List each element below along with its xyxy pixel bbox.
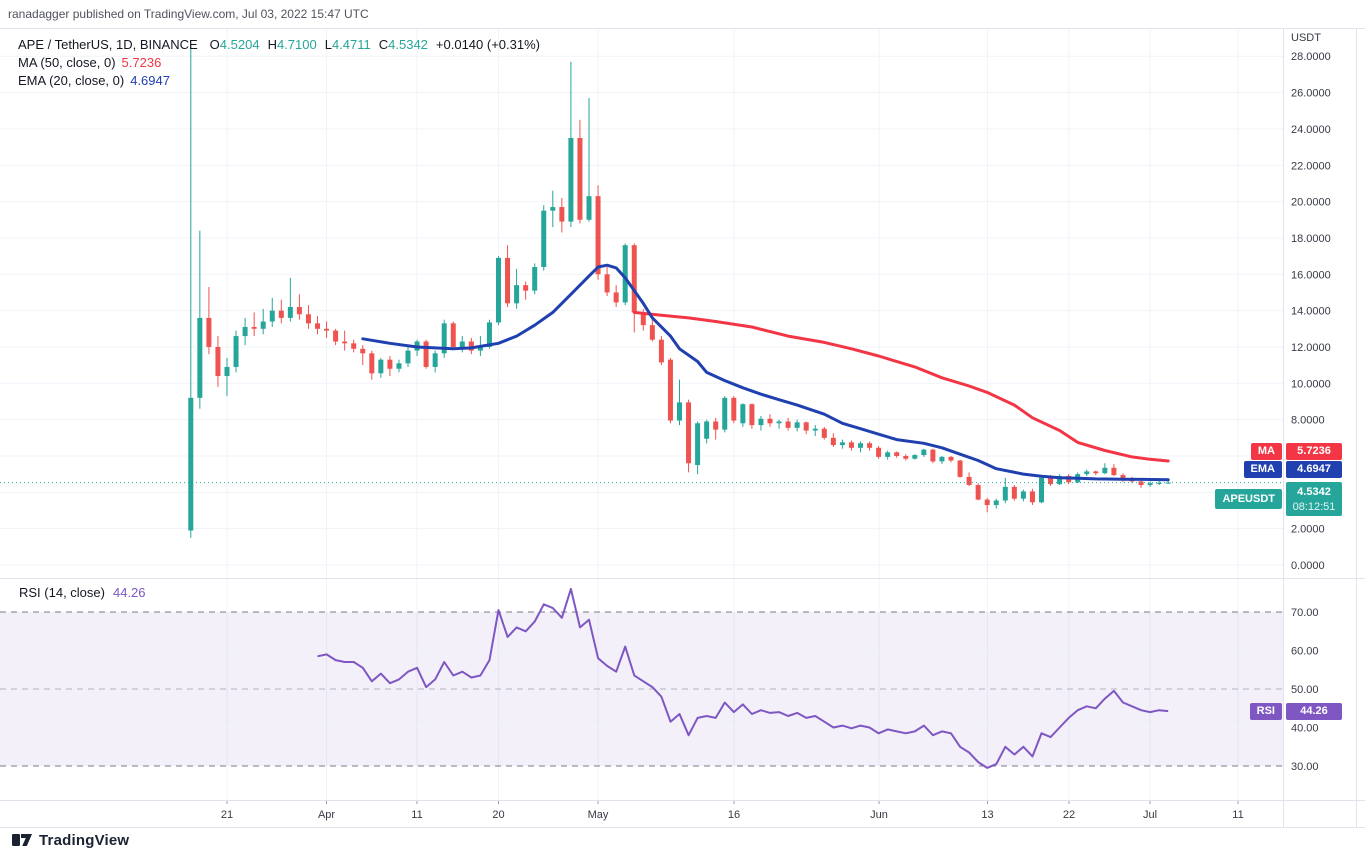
svg-text:21: 21: [221, 809, 233, 821]
svg-text:22.0000: 22.0000: [1291, 160, 1331, 172]
symbol-legend-row[interactable]: APE / TetherUS, 1D, BINANCE O4.5204 H4.710…: [18, 36, 540, 53]
open-label: O: [209, 37, 220, 52]
last-price-value: 4.5342: [1297, 486, 1331, 498]
svg-text:10.0000: 10.0000: [1291, 378, 1331, 390]
svg-text:0.0000: 0.0000: [1291, 560, 1325, 572]
low-value: 4.4711: [331, 37, 371, 52]
change-value: +0.0140 (+0.31%): [435, 37, 540, 52]
symbol-title: APE / TetherUS, 1D, BINANCE: [18, 37, 198, 52]
svg-text:20: 20: [492, 809, 504, 821]
svg-text:11: 11: [1232, 809, 1243, 821]
svg-text:50.00: 50.00: [1291, 684, 1319, 696]
high-value: 4.7100: [276, 37, 317, 52]
svg-text:16: 16: [728, 809, 740, 821]
ma-price-badge: 5.7236: [1286, 443, 1342, 460]
open-value: 4.5204: [219, 37, 260, 52]
ema-line: [361, 263, 1170, 482]
svg-text:12.0000: 12.0000: [1291, 342, 1331, 354]
overlay-lines: [0, 263, 1283, 484]
candles-layer[interactable]: [188, 47, 1171, 538]
svg-text:11: 11: [411, 809, 422, 821]
low-label: L: [324, 37, 332, 52]
rsi-legend-row[interactable]: RSI (14, close) 44.26: [19, 584, 146, 601]
svg-text:14.0000: 14.0000: [1291, 306, 1331, 318]
ma-price-tag: MA: [1250, 443, 1282, 460]
gridlines: [0, 28, 1283, 804]
ema-price-tag: EMA: [1243, 461, 1282, 478]
rsi-line-layer: [317, 587, 1169, 769]
tradingview-logo[interactable]: TradingView: [12, 830, 129, 850]
main-legend: APE / TetherUS, 1D, BINANCE O4.5204 H4.710…: [18, 36, 540, 90]
attribution-text: ranadagger published on TradingView.com,…: [8, 7, 369, 21]
rsi-price-badge: 44.26: [1286, 703, 1342, 720]
ma-legend-row[interactable]: MA (50, close, 0) 5.7236: [18, 54, 540, 71]
rsi-price-tag: RSI: [1249, 703, 1282, 720]
rsi-legend-value: 44.26: [112, 585, 146, 600]
last-price-badge: 4.5342 08:12:51: [1286, 482, 1342, 516]
ma-line: [632, 310, 1170, 463]
svg-text:16.0000: 16.0000: [1291, 269, 1331, 281]
svg-text:20.0000: 20.0000: [1291, 197, 1331, 209]
axis-tick-labels[interactable]: 0.00002.00004.00006.00008.000010.000012.…: [221, 51, 1331, 821]
tradingview-logo-icon: [12, 834, 32, 846]
svg-text:60.00: 60.00: [1291, 646, 1319, 658]
rsi-band: [0, 611, 1283, 767]
svg-text:30.00: 30.00: [1291, 761, 1319, 773]
svg-text:Jun: Jun: [870, 809, 888, 821]
svg-text:70.00: 70.00: [1291, 607, 1319, 619]
svg-text:24.0000: 24.0000: [1291, 124, 1331, 136]
ma-label: MA (50, close, 0): [18, 55, 116, 70]
svg-text:18.0000: 18.0000: [1291, 233, 1331, 245]
ohlc-readout: O4.5204 H4.7100 L4.4711 C4.5342 +0.0140 (+0.…: [198, 37, 540, 52]
close-label: C: [378, 37, 389, 52]
svg-text:2.0000: 2.0000: [1291, 524, 1325, 536]
pane-borders: [0, 28, 1365, 828]
rsi-line: [317, 587, 1169, 769]
svg-text:26.0000: 26.0000: [1291, 88, 1331, 100]
svg-text:8.0000: 8.0000: [1291, 415, 1325, 427]
svg-text:13: 13: [981, 809, 993, 821]
symbol-price-tag: APEUSDT: [1215, 489, 1282, 509]
svg-text:28.0000: 28.0000: [1291, 51, 1331, 63]
price-axis-unit-label: USDT: [1291, 32, 1321, 44]
high-label: H: [267, 37, 277, 52]
ema-label: EMA (20, close, 0): [18, 73, 125, 88]
svg-text:40.00: 40.00: [1291, 723, 1319, 735]
ema-legend-row[interactable]: EMA (20, close, 0) 4.6947: [18, 72, 540, 89]
svg-text:Apr: Apr: [318, 809, 335, 821]
svg-text:May: May: [588, 809, 609, 821]
ma-legend-value: 5.7236: [121, 55, 162, 70]
rsi-label: RSI (14, close): [19, 585, 105, 600]
ema-legend-value: 4.6947: [130, 73, 170, 88]
close-value: 4.5342: [388, 37, 428, 52]
tradingview-logo-text: TradingView: [39, 831, 130, 849]
bar-close-countdown: 08:12:51: [1292, 501, 1336, 513]
svg-text:Jul: Jul: [1143, 809, 1157, 821]
svg-text:22: 22: [1063, 809, 1075, 821]
ema-price-badge: 4.6947: [1286, 461, 1342, 478]
